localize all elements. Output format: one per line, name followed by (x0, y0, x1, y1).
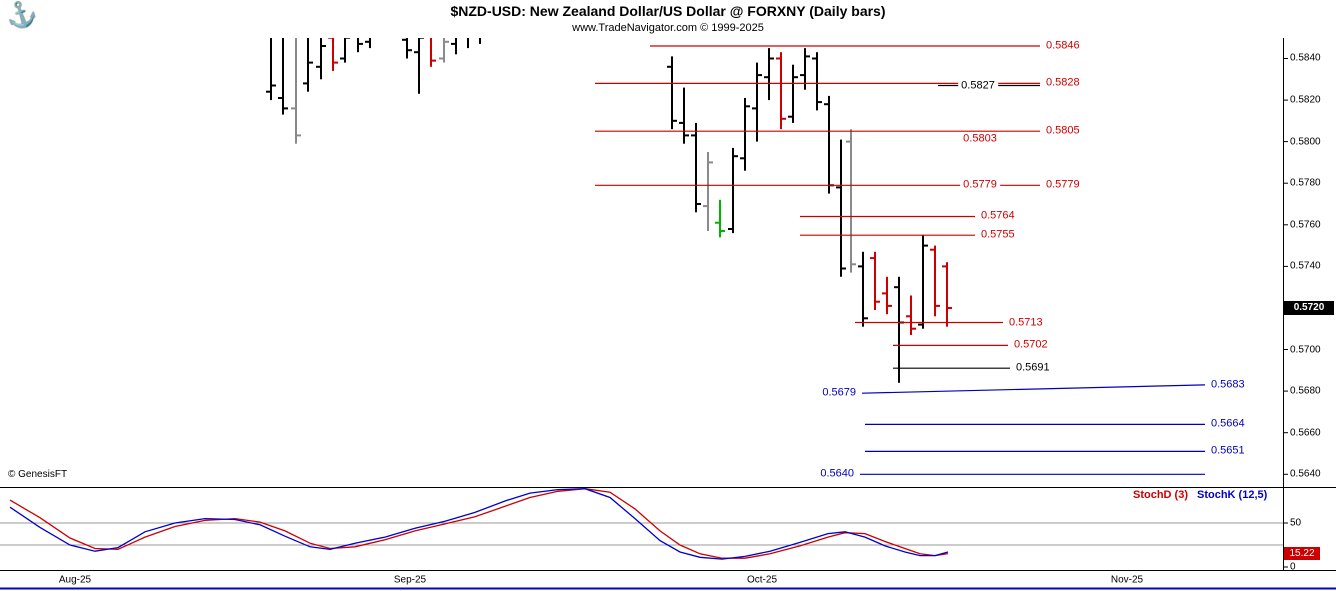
genesisft-watermark: © GenesisFT (8, 469, 68, 480)
stoch-series-StochK (9, 488, 949, 560)
chart-title: $NZD-USD: New Zealand Dollar/US Dollar @… (450, 3, 886, 19)
chart-subtitle: www.TradeNavigator.com © 1999-2025 (572, 22, 764, 34)
stoch-series-StochD (9, 488, 949, 559)
stochk-legend-label: StochK (12,5) (1197, 489, 1268, 501)
level-line[interactable] (861, 384, 1206, 394)
stoch-value-badge: 15.22 (1284, 547, 1320, 560)
stochd-legend-label: StochD (3) (1133, 489, 1188, 501)
ohlc-bars-layer (266, 38, 952, 383)
current-price-badge: 0.5720 (1284, 301, 1334, 315)
